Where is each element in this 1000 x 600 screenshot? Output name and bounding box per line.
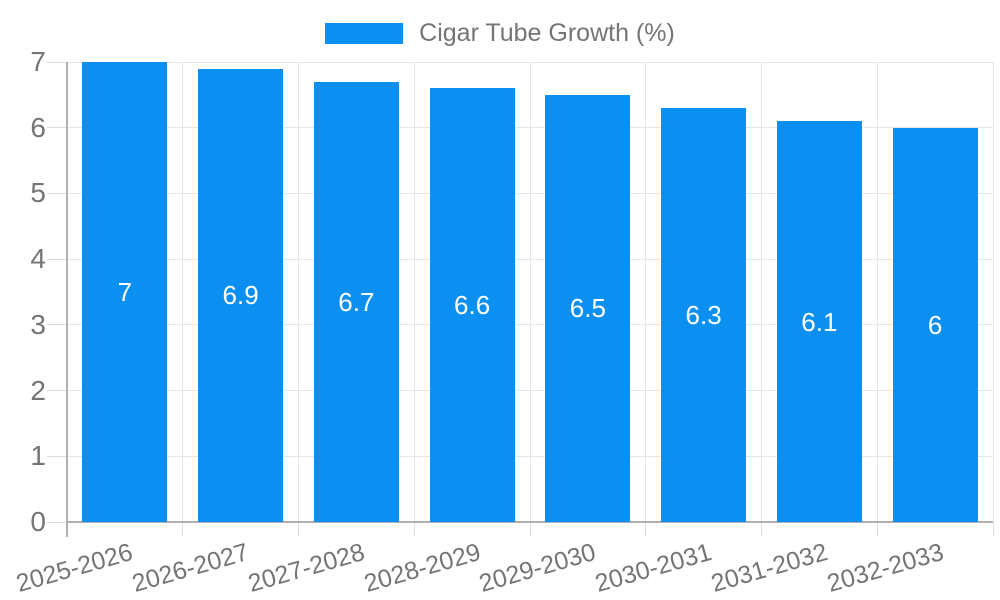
bar[interactable] (198, 68, 284, 522)
x-axis-label: 2032-2033 (823, 538, 947, 598)
gridline-vertical (182, 62, 184, 522)
bar[interactable] (661, 108, 747, 522)
x-axis-tick (529, 523, 531, 536)
bar-value-label: 6 (927, 309, 943, 340)
bar[interactable] (892, 127, 978, 522)
legend-item[interactable]: Cigar Tube Growth (%) (325, 20, 675, 46)
y-axis-tick (47, 127, 67, 129)
bar-value-label: 6.5 (569, 293, 606, 324)
bar[interactable] (313, 81, 399, 522)
x-axis-tick (761, 523, 762, 536)
bar-value-label: 7 (117, 277, 133, 307)
gridline-vertical (761, 62, 762, 522)
y-axis-line (66, 62, 68, 537)
y-axis-tick (47, 258, 67, 260)
x-axis-label: 2029-2030 (476, 538, 600, 598)
bar-value-label: 6.7 (338, 286, 375, 317)
gridline-vertical (645, 62, 647, 522)
x-axis-label: 2031-2032 (707, 538, 831, 598)
y-axis-tick (47, 192, 67, 194)
bar-value-label: 6.6 (454, 290, 491, 321)
y-axis-label: 4 (30, 243, 46, 275)
x-axis-label: 2030-2031 (592, 538, 715, 598)
gridline-vertical (529, 62, 531, 522)
x-axis-tick (413, 523, 415, 536)
y-axis-label: 3 (30, 308, 46, 340)
x-axis-tick (182, 523, 184, 536)
x-axis-label: 2026-2027 (129, 538, 252, 598)
x-axis-line (67, 521, 993, 523)
bar[interactable] (429, 88, 515, 522)
legend-label: Cigar Tube Growth (%) (419, 19, 675, 47)
gridline-vertical (876, 62, 878, 522)
gridline-vertical (298, 62, 299, 522)
legend-swatch (325, 22, 404, 44)
y-axis-label: 7 (30, 46, 46, 77)
y-axis-tick (47, 455, 67, 457)
bar-value-label: 6.9 (222, 280, 259, 311)
y-axis-label: 5 (30, 177, 46, 209)
gridline-vertical (992, 62, 994, 522)
x-axis-label: 2025-2026 (13, 538, 137, 598)
bar-value-label: 6.3 (685, 300, 722, 330)
bar[interactable] (545, 94, 631, 522)
y-axis-tick (47, 324, 67, 326)
gridline-vertical (413, 62, 415, 522)
y-axis-tick (47, 390, 67, 392)
x-axis-tick (645, 523, 647, 536)
x-axis-label: 2028-2029 (360, 538, 484, 598)
y-axis-tick (47, 521, 67, 523)
bar[interactable] (82, 62, 168, 522)
y-axis-label: 2 (30, 374, 46, 406)
y-axis-tick (47, 61, 67, 63)
y-axis-label: 6 (30, 111, 46, 143)
x-axis-tick (992, 523, 994, 536)
y-axis-label: 0 (30, 506, 46, 537)
legend: Cigar Tube Growth (%) (0, 20, 1000, 46)
bar-value-label: 6.1 (801, 306, 838, 337)
x-axis-tick (876, 523, 878, 536)
x-axis-tick (298, 523, 299, 536)
bar[interactable] (776, 121, 862, 522)
y-axis-label: 1 (30, 440, 46, 472)
x-axis-label: 2027-2028 (244, 538, 368, 598)
